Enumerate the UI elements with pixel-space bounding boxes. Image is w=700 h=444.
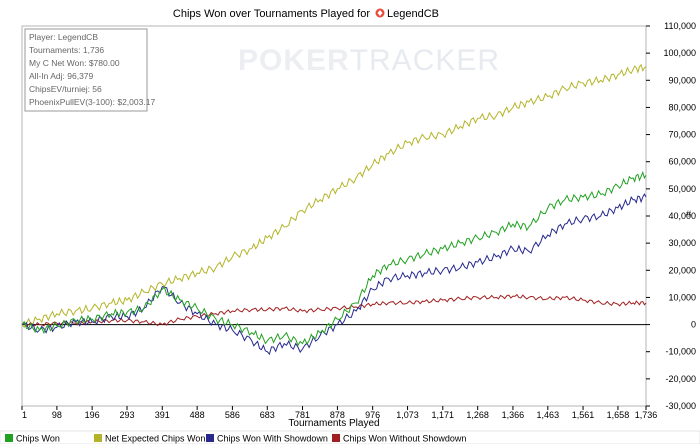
legend-label: Chips Won With Showdown bbox=[217, 434, 328, 444]
y-tick-label: -10,000 bbox=[665, 347, 696, 357]
y-tick-label: 60,000 bbox=[668, 157, 696, 167]
y-tick-label: 30,000 bbox=[668, 238, 696, 248]
y-tick-label: 90,000 bbox=[668, 75, 696, 85]
x-tick-label: 1,171 bbox=[432, 410, 455, 420]
x-tick-label: 781 bbox=[295, 410, 310, 420]
info-player: Player: LegendCB bbox=[29, 32, 98, 42]
y-tick-label: 50,000 bbox=[668, 184, 696, 194]
legend-swatch bbox=[94, 434, 102, 442]
series-group bbox=[21, 63, 647, 356]
y-axis-ticks: 110,000 100,000 90,000 80,000 70,000 60,000 50… bbox=[646, 21, 696, 411]
legend-label: Chips Won Without Showdown bbox=[343, 434, 466, 444]
x-tick-label: 196 bbox=[85, 410, 100, 420]
y-tick-label: 10,000 bbox=[668, 292, 696, 302]
y-tick-label: -20,000 bbox=[665, 374, 696, 384]
right-axis-marker: # bbox=[686, 209, 691, 219]
x-axis-label: Tournaments Played bbox=[288, 418, 379, 429]
legend-swatch bbox=[332, 434, 340, 442]
player-suit-icon bbox=[375, 8, 385, 18]
x-tick-label: 1,366 bbox=[502, 410, 525, 420]
x-tick-label: 1,561 bbox=[572, 410, 595, 420]
info-net-won: My C Net Won: $780.00 bbox=[29, 58, 120, 68]
y-tick-label: 70,000 bbox=[668, 130, 696, 140]
x-tick-label: 1,073 bbox=[396, 410, 419, 420]
x-tick-label: 293 bbox=[120, 410, 135, 420]
y-tick-label: 110,000 bbox=[664, 21, 696, 31]
info-tournaments: Tournaments: 1,736 bbox=[29, 45, 104, 55]
legend-swatch bbox=[5, 434, 13, 442]
legend-swatch bbox=[206, 434, 214, 442]
x-tick-label: 976 bbox=[365, 410, 380, 420]
x-tick-label: 1,463 bbox=[537, 410, 560, 420]
info-allin-adj: All-In Adj: 96,379 bbox=[29, 71, 94, 81]
info-chipsev: ChipsEV/turniej: 56 bbox=[29, 84, 102, 94]
pokertracker-watermark: POKERTRACKER bbox=[238, 44, 500, 77]
x-tick-label: 98 bbox=[52, 410, 62, 420]
x-axis-ticks: 1 98 196 293 391 488 586 683 781 878 976 1,073 1,171… bbox=[21, 406, 658, 420]
series-line-chips-won-with-showdown bbox=[21, 193, 647, 356]
x-tick-label: 878 bbox=[330, 410, 345, 420]
chart-title-player: LegendCB bbox=[387, 8, 439, 20]
x-tick-label: 1,268 bbox=[466, 410, 489, 420]
y-tick-label: 0 bbox=[691, 320, 696, 330]
y-tick-label: 40,000 bbox=[668, 211, 696, 221]
legend-label: Net Expected Chips Won bbox=[105, 434, 205, 444]
y-tick-label: 20,000 bbox=[668, 265, 696, 275]
chart-title: Chips Won over Tournaments Played for bbox=[173, 8, 370, 20]
x-tick-label: 1,658 bbox=[607, 410, 630, 420]
svg-text:POKERTRACKER: POKERTRACKER bbox=[238, 44, 500, 77]
x-tick-label: 586 bbox=[225, 410, 240, 420]
series-line-net-expected-chips-won bbox=[21, 63, 647, 329]
x-tick-label: 1 bbox=[22, 410, 27, 420]
series-line-chips-won-without-showdown bbox=[21, 293, 647, 328]
series-line-chips-won bbox=[21, 170, 647, 347]
info-phoenix: PhoenixPullEV(3-100): $2,003.17 bbox=[29, 97, 155, 107]
x-tick-label: 488 bbox=[190, 410, 205, 420]
info-box: Player: LegendCB Tournaments: 1,736 My C… bbox=[24, 28, 155, 112]
x-tick-label: 391 bbox=[155, 410, 170, 420]
x-tick-label: 683 bbox=[260, 410, 275, 420]
y-tick-label: 100,000 bbox=[663, 48, 696, 58]
x-tick-label: 1,736 bbox=[635, 410, 658, 420]
legend: Chips Won Net Expected Chips Won Chips Won… bbox=[0, 430, 700, 444]
legend-label: Chips Won bbox=[16, 434, 60, 444]
y-tick-label: 80,000 bbox=[668, 102, 696, 112]
y-tick-label: -30,000 bbox=[665, 401, 696, 411]
